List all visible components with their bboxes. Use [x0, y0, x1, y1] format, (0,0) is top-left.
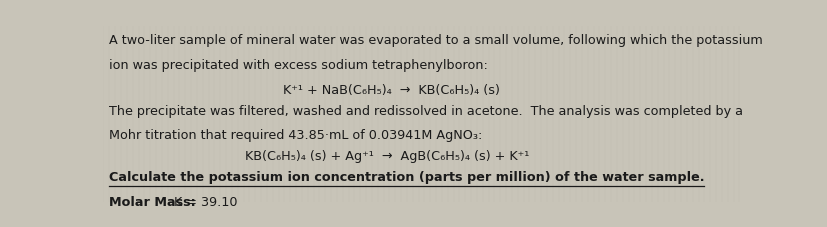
Text: Mohr titration that required 43.85·mL of 0.03941M AgNO₃:: Mohr titration that required 43.85·mL of…	[108, 129, 481, 142]
Text: K⁺¹ + NaB(C₆H₅)₄  →  KB(C₆H₅)₄ (s): K⁺¹ + NaB(C₆H₅)₄ → KB(C₆H₅)₄ (s)	[283, 83, 500, 96]
Text: Calculate the potassium ion concentration (parts per million) of the water sampl: Calculate the potassium ion concentratio…	[108, 170, 703, 183]
Text: The precipitate was filtered, washed and redissolved in acetone.  The analysis w: The precipitate was filtered, washed and…	[108, 104, 742, 117]
Text: ion was precipitated with excess sodium tetraphenylboron:: ion was precipitated with excess sodium …	[108, 59, 487, 72]
Text: A two-liter sample of mineral water was evaporated to a small volume, following : A two-liter sample of mineral water was …	[108, 34, 762, 47]
Text: Molar Mass:: Molar Mass:	[108, 195, 195, 208]
Text: KB(C₆H₅)₄ (s) + Ag⁺¹  →  AgB(C₆H₅)₄ (s) + K⁺¹: KB(C₆H₅)₄ (s) + Ag⁺¹ → AgB(C₆H₅)₄ (s) + …	[245, 150, 528, 163]
Text: K = 39.10: K = 39.10	[166, 195, 237, 208]
